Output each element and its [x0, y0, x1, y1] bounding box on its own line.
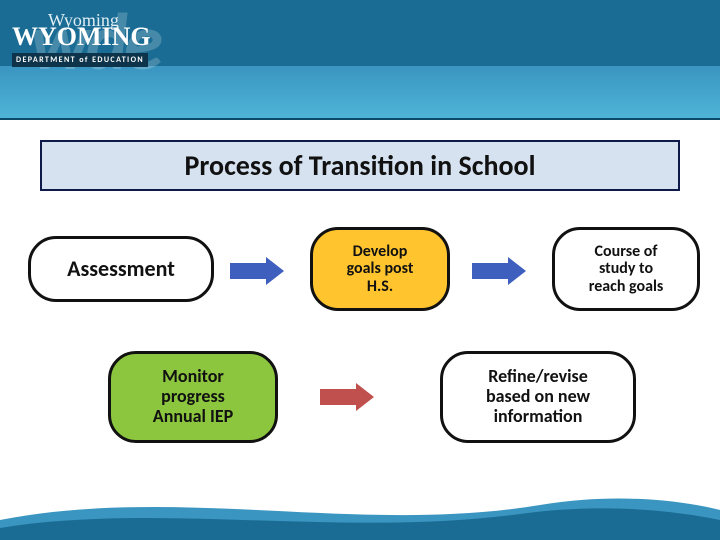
logo-main: WYOMING: [12, 25, 151, 48]
box-develop-goals: Developgoals postH.S.: [310, 227, 450, 311]
arrow-3: [320, 383, 374, 411]
logo-block: Wyoming WYOMING DEPARTMENT of EDUCATION: [12, 10, 151, 67]
box-monitor-progress: MonitorprogressAnnual IEP: [108, 351, 278, 443]
flow-row-2: MonitorprogressAnnual IEP Refine/reviseb…: [0, 351, 720, 451]
arrow-2: [472, 257, 526, 285]
page-title: Process of Transition in School: [40, 140, 680, 191]
header-banner: wde Wyoming WYOMING DEPARTMENT of EDUCAT…: [0, 0, 720, 120]
box-refine-revise: Refine/revisebased on newinformation: [440, 351, 636, 443]
arrow-1: [230, 257, 284, 285]
box-assessment: Assessment: [28, 236, 214, 302]
box-course-of-study: Course ofstudy toreach goals: [552, 227, 700, 311]
footer-wave: [0, 480, 720, 540]
header-divider: [0, 118, 720, 120]
flow-row-1: Assessment Developgoals postH.S. Course …: [0, 221, 720, 321]
logo-subtitle: DEPARTMENT of EDUCATION: [12, 53, 148, 67]
